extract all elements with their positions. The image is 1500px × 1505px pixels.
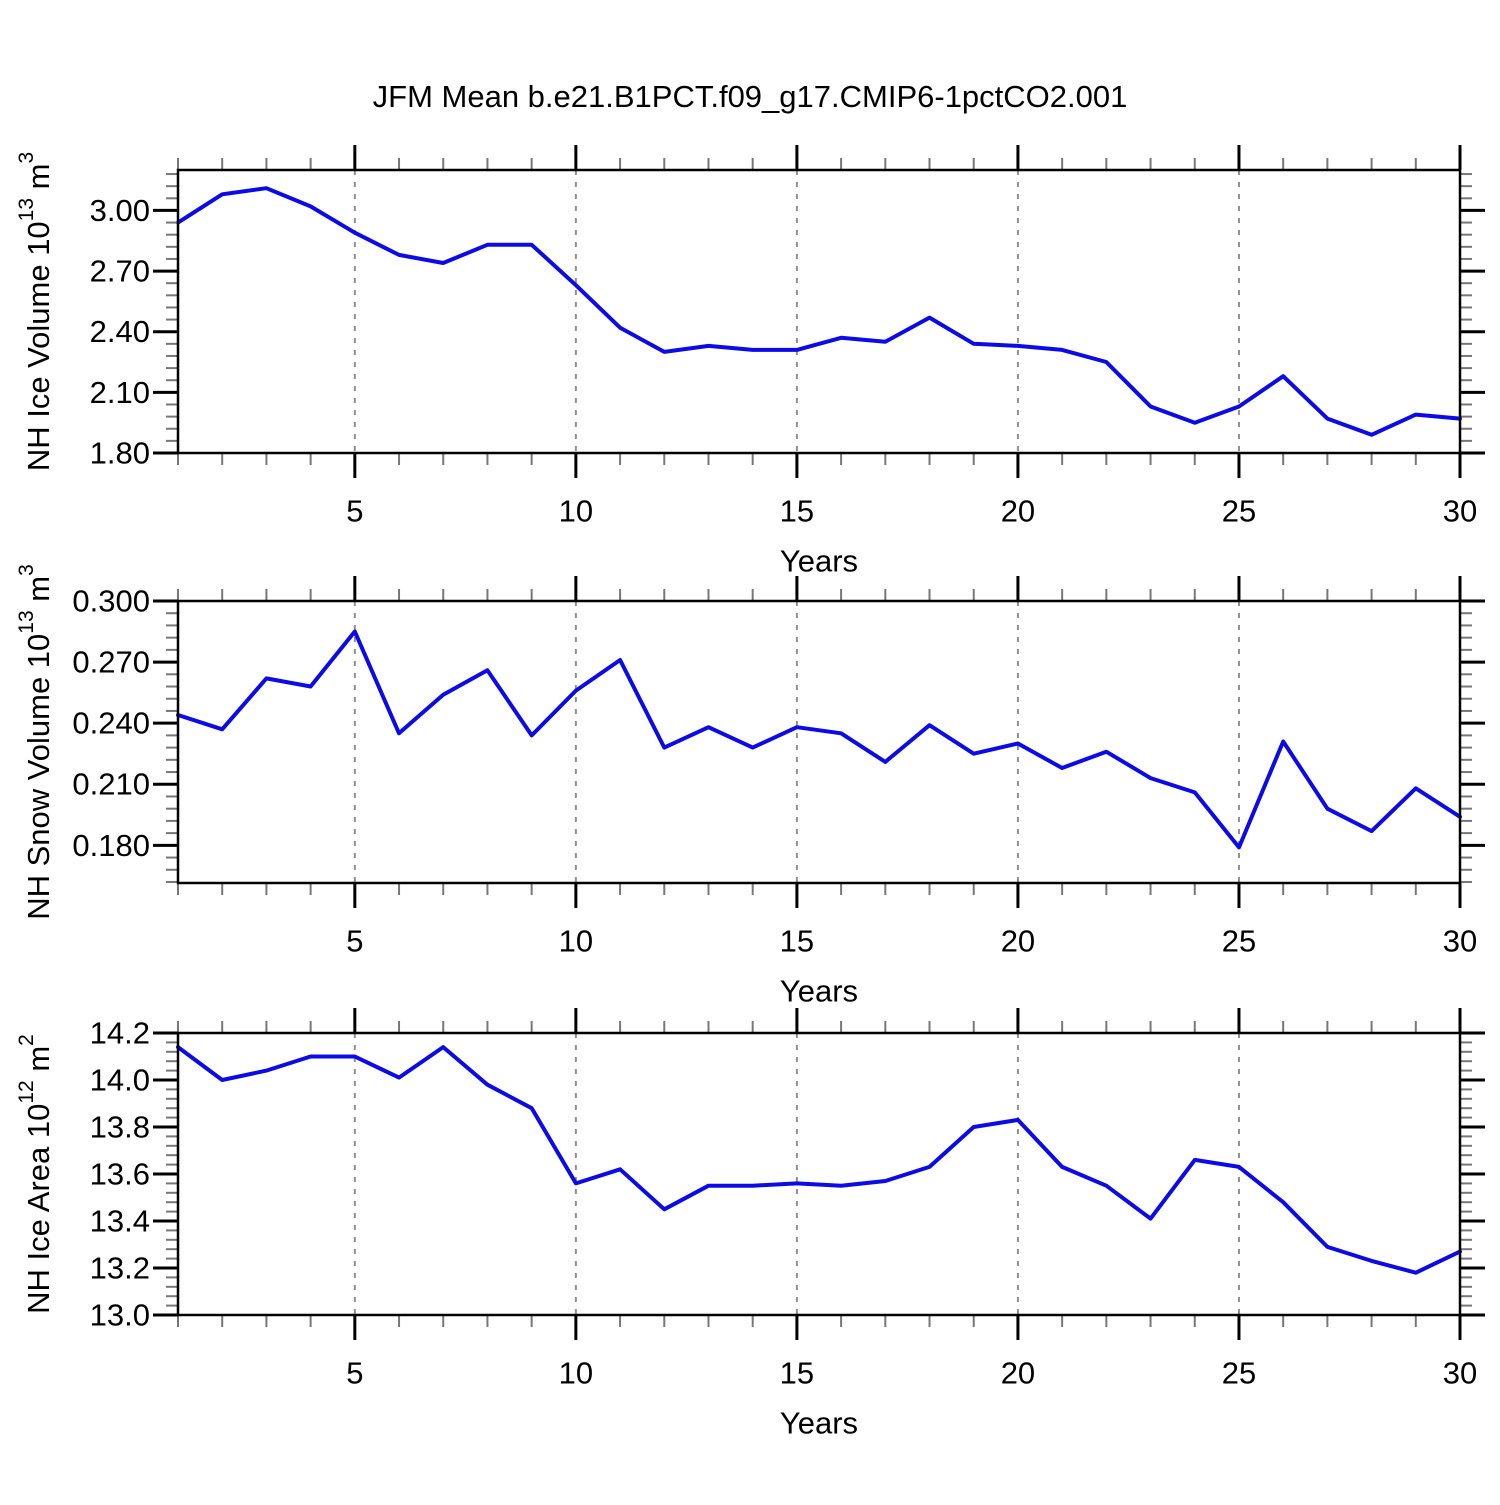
x-tick-label: 25 (1222, 494, 1256, 529)
plot-frame (176, 1031, 1462, 1317)
vertical-gridlines (353, 170, 1240, 453)
x-axis-title: Years (780, 1406, 858, 1441)
y-tick-label: 13.0 (90, 1298, 150, 1333)
axis-ticks (153, 576, 1485, 908)
x-tick-label: 10 (559, 1356, 593, 1391)
y-tick-labels: 0.300 0.270 0.240 0.210 0.180 (72, 584, 150, 863)
y-axis-title: NH Ice Area 1012 m2 (15, 1034, 56, 1314)
x-tick-label: 30 (1443, 494, 1477, 529)
x-tick-label: 5 (346, 494, 363, 529)
x-tick-label: 20 (1001, 924, 1035, 959)
x-tick-label: 5 (346, 924, 363, 959)
x-tick-labels: 5 10 15 20 25 30 (346, 1356, 1477, 1391)
y-tick-label: 0.270 (72, 645, 150, 680)
y-tick-label: 14.0 (90, 1063, 150, 1098)
x-tick-label: 25 (1222, 1356, 1256, 1391)
y-axis-title: NH Snow Volume 1013 m3 (15, 564, 56, 920)
y-tick-label: 1.80 (90, 436, 150, 471)
y-tick-label: 3.00 (90, 193, 150, 228)
y-tick-label: 0.210 (72, 767, 150, 802)
axis-ticks (153, 145, 1485, 478)
y-tick-label: 13.4 (90, 1204, 150, 1239)
plot-frame (176, 168, 1462, 455)
y-tick-label: 13.8 (90, 1110, 150, 1145)
y-tick-label: 14.2 (90, 1016, 150, 1051)
data-line-series (176, 186, 1462, 437)
y-tick-label: 2.70 (90, 254, 150, 289)
x-axis-title: Years (780, 974, 858, 1009)
nh-snow-volume-panel: 5 10 15 20 25 30 0.300 0.270 0.240 0.210 0.180 Year… (15, 564, 1485, 1009)
y-tick-labels: 14.2 14.0 13.8 13.6 13.4 13.2 13.0 (90, 1016, 150, 1333)
y-axis-title: NH Ice Volume 1013 m3 (15, 152, 56, 471)
x-tick-label: 20 (1001, 1356, 1035, 1391)
x-tick-label: 10 (559, 924, 593, 959)
nh-ice-area-panel: 5 10 15 20 25 30 14.2 14.0 13.8 13.6 13.4 13.2 13.0 Y… (15, 1008, 1485, 1441)
data-line-series (176, 629, 1462, 850)
vertical-gridlines (353, 1033, 1240, 1315)
x-tick-labels: 5 10 15 20 25 30 (346, 924, 1477, 959)
figure-title: JFM Mean b.e21.B1PCT.f09_g17.CMIP6-1pctC… (373, 79, 1128, 114)
y-tick-label: 2.40 (90, 314, 150, 349)
y-tick-label: 0.300 (72, 584, 150, 619)
plot-frame (176, 599, 1462, 885)
y-tick-label: 0.180 (72, 828, 150, 863)
x-tick-label: 30 (1443, 924, 1477, 959)
y-tick-label: 0.240 (72, 706, 150, 741)
x-tick-label: 30 (1443, 1356, 1477, 1391)
nh-ice-volume-panel: 5 10 15 20 25 30 3.00 2.70 2.40 2.10 1.80 Years NH I… (15, 145, 1485, 579)
x-tick-label: 15 (780, 1356, 814, 1391)
data-line-series (176, 1045, 1462, 1275)
vertical-gridlines (353, 601, 1240, 883)
y-tick-label: 13.2 (90, 1251, 150, 1286)
x-tick-label: 20 (1001, 494, 1035, 529)
x-tick-label: 10 (559, 494, 593, 529)
y-tick-label: 13.6 (90, 1157, 150, 1192)
x-tick-labels: 5 10 15 20 25 30 (346, 494, 1477, 529)
x-tick-label: 15 (780, 924, 814, 959)
x-tick-label: 25 (1222, 924, 1256, 959)
axis-ticks (153, 1008, 1485, 1340)
x-tick-label: 5 (346, 1356, 363, 1391)
x-axis-title: Years (780, 544, 858, 579)
y-tick-labels: 3.00 2.70 2.40 2.10 1.80 (90, 193, 150, 471)
y-tick-label: 2.10 (90, 375, 150, 410)
x-tick-label: 15 (780, 494, 814, 529)
